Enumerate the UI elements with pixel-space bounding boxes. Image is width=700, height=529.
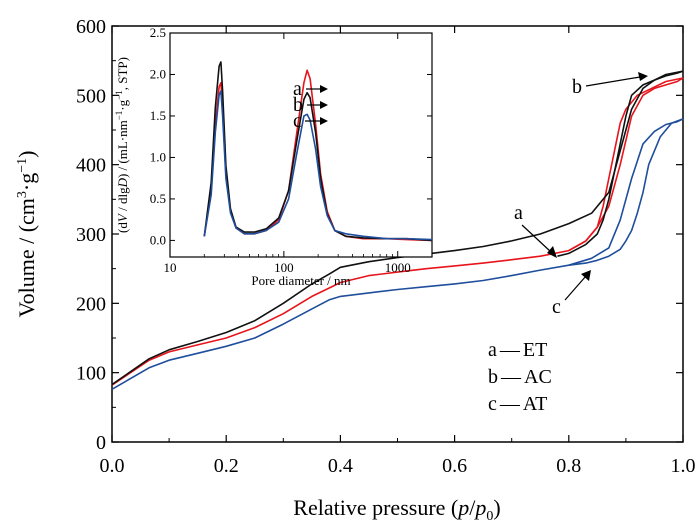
main-y-tick-label: 600 — [76, 16, 106, 38]
main-y-tick-label: 500 — [76, 85, 106, 107]
inset-background — [170, 33, 432, 257]
inset-annotation-label-b: b — [293, 94, 303, 116]
inset-plot-frame — [169, 32, 433, 258]
main-plot: 0.0 0.2 0.4 0.6 0.8 1.0 0 100 200 300 400 500 600 R… — [14, 16, 696, 524]
annotation-label-b: b — [572, 76, 582, 98]
legend-entry-c: c — AT — [488, 393, 547, 415]
main-x-ticks: 0.0 0.2 0.4 0.6 0.8 1.0 — [100, 26, 696, 477]
inset-y-tick-label: 0.5 — [150, 191, 166, 206]
annotation-label-a: a — [514, 202, 523, 224]
annotation-arrow-b — [585, 76, 641, 87]
inset-y-tick-label: 2.5 — [150, 25, 166, 40]
annotation-arrow-a — [521, 224, 552, 253]
main-x-axis-title: Relative pressure (p/p0) — [293, 495, 500, 524]
inset-x-ticks: 10 100 1000 — [164, 33, 411, 275]
main-series — [111, 70, 684, 390]
main-x-tick-label: 0.4 — [328, 455, 353, 477]
inset-y-ticks: 0.0 0.5 1.0 1.5 2.0 2.5 — [150, 25, 432, 247]
main-y-tick-label: 300 — [76, 224, 106, 246]
inset-y-tick-label: 1.5 — [150, 108, 166, 123]
annotation-label-c: c — [552, 296, 561, 318]
inset-annotation-label-a: a — [293, 78, 302, 100]
legend-entry-b: b — AC — [488, 366, 552, 388]
annotation-arrowhead-b — [638, 72, 648, 81]
main-x-tick-label: 0.0 — [100, 455, 125, 477]
main-y-ticks: 0 100 200 300 400 500 600 — [76, 16, 683, 454]
annotation-arrowhead-c — [581, 270, 591, 281]
inset-series — [203, 61, 433, 242]
legend: a — ET b — AC c — AT — [488, 339, 552, 415]
main-x-tick-label: 0.6 — [442, 455, 467, 477]
main-y-tick-label: 100 — [76, 363, 106, 385]
annotation-arrowhead-a — [547, 246, 557, 258]
series-b-adsorption-line — [111, 70, 684, 386]
inset-series-b-line — [203, 61, 433, 242]
inset-annotation-arrowhead-b — [320, 101, 328, 109]
inset-x-axis-title: Pore diameter / nm — [251, 273, 350, 288]
inset-y-axis-title: (dV / dlgD) / (mL·nm−1·g−1, STP) — [114, 57, 130, 233]
inset-x-tick-label: 1000 — [385, 260, 411, 275]
inset-plot: 10 100 1000 0.0 0.5 1.0 1.5 2.0 2.5 Pore diamet… — [114, 25, 433, 288]
inset-y-tick-label: 2.0 — [150, 66, 166, 81]
inset-annotation-arrowhead-a — [320, 85, 328, 93]
inset-x-tick-label: 100 — [274, 260, 294, 275]
series-b-desorption-line — [557, 70, 684, 257]
inset-series-c-line — [203, 90, 433, 241]
inset-x-tick-label: 10 — [164, 260, 177, 275]
inset-annotation-label-c: c — [293, 110, 302, 132]
series-a-adsorption-line — [111, 77, 684, 386]
series-a-desorption-line — [568, 77, 684, 252]
main-y-tick-label: 200 — [76, 293, 106, 315]
main-y-tick-label: 0 — [96, 432, 106, 454]
main-x-tick-label: 0.2 — [214, 455, 239, 477]
inset-annotation-arrowhead-c — [320, 117, 328, 125]
inset-y-tick-label: 1.0 — [150, 149, 166, 164]
series-c-desorption-line — [568, 118, 684, 266]
inset-y-tick-label: 0.0 — [150, 232, 166, 247]
legend-entry-a: a — ET — [488, 339, 547, 361]
annotation-arrow-c — [564, 275, 587, 301]
main-y-axis-title: Volume / (cm3·g−1) — [14, 151, 39, 318]
main-x-tick-label: 1.0 — [671, 455, 696, 477]
series-c-adsorption-line — [111, 118, 684, 390]
main-x-tick-label: 0.8 — [556, 455, 581, 477]
main-y-tick-label: 400 — [76, 155, 106, 177]
